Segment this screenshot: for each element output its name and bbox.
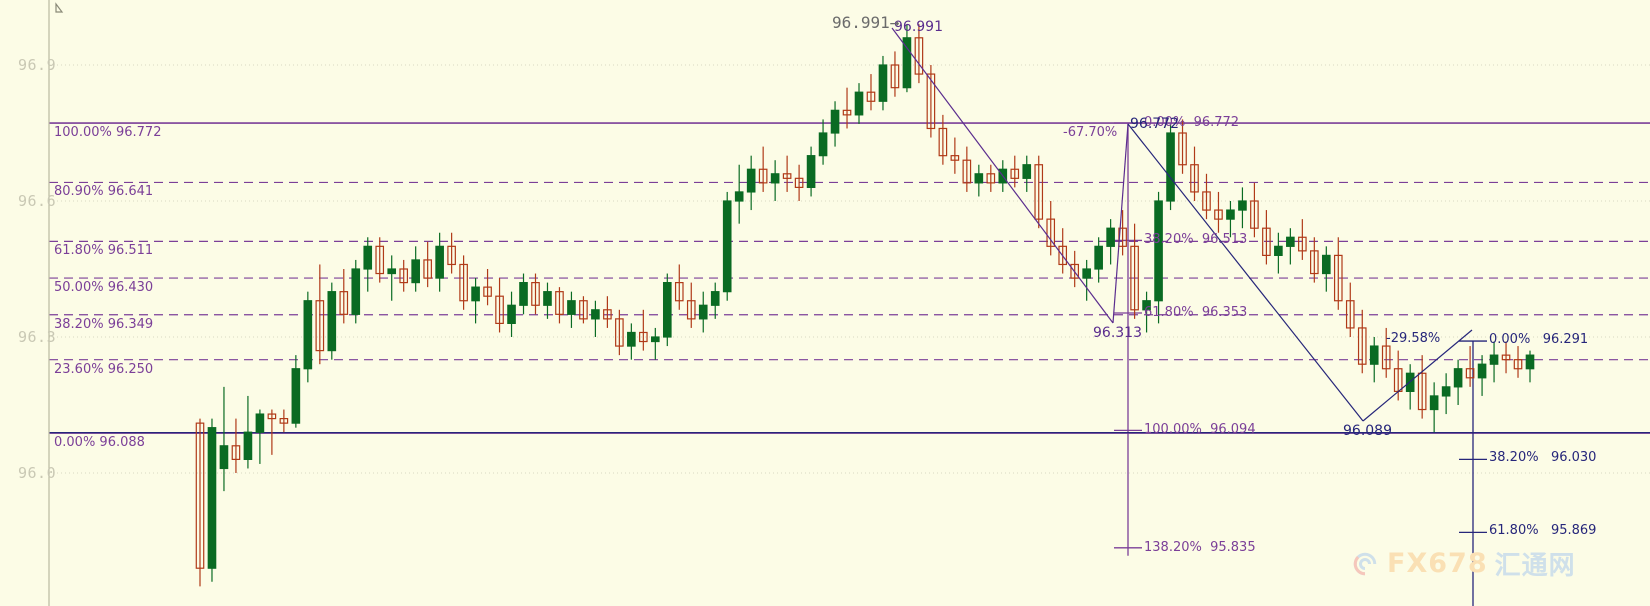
trendlines-group — [891, 27, 1473, 422]
y-axis-tick-96-3: 96.3 — [18, 328, 57, 346]
fib-label-primary-5: 80.90% 96.641 — [54, 184, 154, 200]
fib-label-primary-0: 0.00% 96.088 — [54, 435, 145, 451]
fib-label-primary-4: 61.80% 96.511 — [54, 243, 154, 259]
fib-label-primary-1: 23.60% 96.250 — [54, 361, 154, 377]
retracement-label-1: -29.58% — [1386, 331, 1441, 346]
fib-label-right-1: 38.20% 96.030 — [1489, 450, 1597, 466]
fibonacci-lines-group — [49, 122, 1650, 606]
candlesticks-group — [195, 24, 1535, 587]
retracement-label-0: -67.70% — [1063, 125, 1118, 140]
fib-label-middle-0: 0.00% 96.772 — [1144, 115, 1240, 131]
fib-label-primary-6: 100.00% 96.772 — [54, 125, 162, 141]
swing-label-96-991: 96.991 — [894, 19, 943, 35]
fib-label-right-0: 0.00% 96.291 — [1489, 332, 1589, 348]
swing-label-96-089: 96.089 — [1343, 423, 1392, 439]
y-axis-tick-96-6: 96.6 — [18, 192, 57, 210]
y-axis-group — [48, 0, 64, 606]
swing-label-96-772: 96.772 — [1130, 116, 1179, 132]
gridlines-group — [49, 64, 1650, 474]
fib-label-middle-2: 61.80% 96.353 — [1144, 304, 1248, 320]
y-axis-tick-96-9: 96.9 — [18, 56, 57, 74]
fib-label-primary-3: 50.00% 96.430 — [54, 280, 154, 296]
swing-label-96-313: 96.313 — [1093, 325, 1142, 341]
y-axis-tick-96-0: 96.0 — [18, 464, 57, 482]
fib-label-primary-2: 38.20% 96.349 — [54, 316, 154, 332]
peak-callout-96-991: 96.991→ — [832, 13, 900, 32]
fib-label-middle-4: 138.20% 95.835 — [1144, 539, 1256, 555]
fib-label-middle-3: 100.00% 96.094 — [1144, 422, 1256, 438]
fib-label-right-2: 61.80% 95.869 — [1489, 523, 1597, 539]
fib-label-middle-1: 38.20% 96.513 — [1144, 232, 1248, 248]
